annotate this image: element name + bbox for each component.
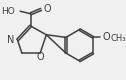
Text: O: O — [44, 4, 51, 14]
Text: HO: HO — [1, 7, 15, 16]
Text: O: O — [36, 52, 44, 62]
Text: O: O — [103, 32, 110, 42]
Text: N: N — [7, 35, 14, 45]
Text: CH₃: CH₃ — [111, 34, 126, 43]
